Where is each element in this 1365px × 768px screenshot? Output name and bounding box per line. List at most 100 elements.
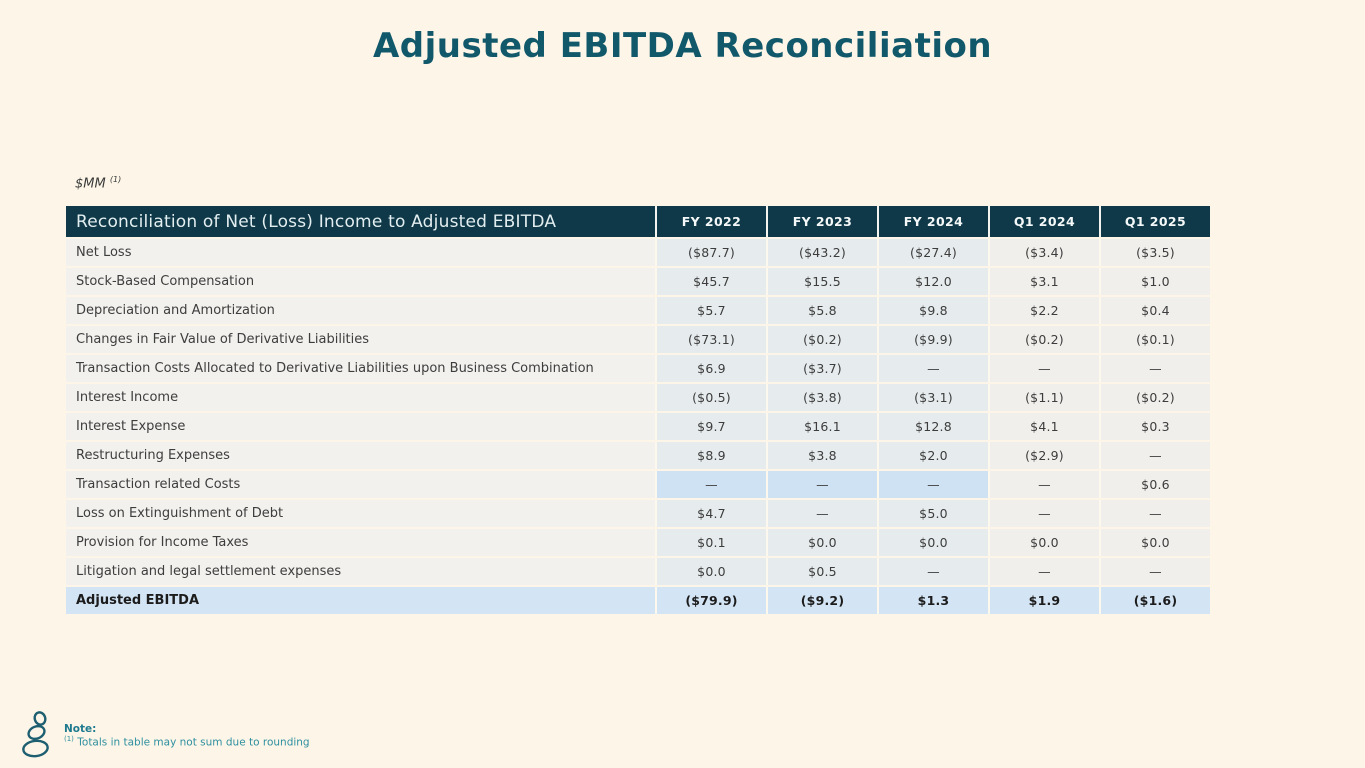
table-cell: ($43.2) <box>766 239 877 266</box>
table-cell: ($87.7) <box>655 239 766 266</box>
table-row: Transaction Costs Allocated to Derivativ… <box>66 355 1210 382</box>
table-cell: — <box>655 471 766 498</box>
table-cell: ($0.2) <box>766 326 877 353</box>
units-footnote-marker: (1) <box>109 175 122 184</box>
table-cell: — <box>877 558 988 585</box>
table-row: Litigation and legal settlement expenses… <box>66 558 1210 585</box>
table-cell: ($1.1) <box>988 384 1099 411</box>
table-cell: $0.0 <box>766 529 877 556</box>
table-cell: ($3.7) <box>766 355 877 382</box>
table-cell: ($2.9) <box>988 442 1099 469</box>
table-row: Provision for Income Taxes $0.1 $0.0 $0.0 $0… <box>66 529 1210 556</box>
table-cell: $5.0 <box>877 500 988 527</box>
table-cell: $2.2 <box>988 297 1099 324</box>
page-title: Adjusted EBITDA Reconciliation <box>372 26 993 66</box>
table-cell: ($79.9) <box>655 587 766 614</box>
row-label: Loss on Extinguishment of Debt <box>66 500 655 527</box>
note-block: Note: (1) Totals in table may not sum du… <box>64 711 310 749</box>
table-cell: — <box>766 500 877 527</box>
table-cell: — <box>877 471 988 498</box>
column-header-fy2023: FY 2023 <box>766 206 877 237</box>
table-cell: ($3.5) <box>1099 239 1210 266</box>
table-cell: — <box>988 558 1099 585</box>
table-cell: — <box>877 355 988 382</box>
table-row: Restructuring Expenses $8.9 $3.8 $2.0 ($2.9)… <box>66 442 1210 469</box>
table-row: Interest Expense $9.7 $16.1 $12.8 $4.1 $0.3 <box>66 413 1210 440</box>
table-cell: $12.0 <box>877 268 988 295</box>
column-header-q1-2025: Q1 2025 <box>1099 206 1210 237</box>
table-cell: $0.0 <box>877 529 988 556</box>
table-cell: $15.5 <box>766 268 877 295</box>
table-cell: ($0.2) <box>988 326 1099 353</box>
table-cell: $3.1 <box>988 268 1099 295</box>
note-footnote-marker: (1) <box>64 735 74 743</box>
table-row-total: Adjusted EBITDA ($79.9) ($9.2) $1.3 $1.9 ($1.… <box>66 587 1210 614</box>
table-row: Interest Income ($0.5) ($3.8) ($3.1) ($1.1)(… <box>66 384 1210 411</box>
table-cell: $0.0 <box>655 558 766 585</box>
column-header-fy2024: FY 2024 <box>877 206 988 237</box>
row-label: Transaction related Costs <box>66 471 655 498</box>
row-label: Interest Expense <box>66 413 655 440</box>
stacked-pebbles-logo <box>22 711 49 758</box>
table-cell: $1.3 <box>877 587 988 614</box>
table-cell: $3.8 <box>766 442 877 469</box>
table-cell: — <box>988 355 1099 382</box>
table-row: Loss on Extinguishment of Debt $4.7— $5.0—… <box>66 500 1210 527</box>
table-cell: — <box>1099 442 1210 469</box>
table-cell: — <box>766 471 877 498</box>
table-cell: $0.0 <box>1099 529 1210 556</box>
table-row: Stock-Based Compensation $45.7 $15.5 $12.0 $… <box>66 268 1210 295</box>
table-cell: ($9.2) <box>766 587 877 614</box>
table-cell: $5.7 <box>655 297 766 324</box>
table-cell: $2.0 <box>877 442 988 469</box>
table-body: Net Loss ($87.7) ($43.2) ($27.4) ($3.4) ($3.5… <box>66 239 1210 614</box>
table-row: Changes in Fair Value of Derivative Liab… <box>66 326 1210 353</box>
table-cell: ($27.4) <box>877 239 988 266</box>
table-cell: $12.8 <box>877 413 988 440</box>
table-cell: ($3.4) <box>988 239 1099 266</box>
note-text: (1) Totals in table may not sum due to r… <box>64 735 310 749</box>
note-body: Totals in table may not sum due to round… <box>77 736 310 749</box>
table-cell: $0.1 <box>655 529 766 556</box>
table-row: Transaction related Costs — — — — $0.6 <box>66 471 1210 498</box>
table-cell: — <box>988 500 1099 527</box>
table-header-row: Reconciliation of Net (Loss) Income to A… <box>66 206 1210 237</box>
row-label: Litigation and legal settlement expenses <box>66 558 655 585</box>
table-cell: $0.3 <box>1099 413 1210 440</box>
reconciliation-table: Reconciliation of Net (Loss) Income to A… <box>66 206 1210 616</box>
table-cell: — <box>1099 558 1210 585</box>
row-label: Changes in Fair Value of Derivative Liab… <box>66 326 655 353</box>
table-cell: $16.1 <box>766 413 877 440</box>
table-cell: — <box>1099 355 1210 382</box>
units-label: $MM (1) <box>75 175 121 191</box>
table-header-title: Reconciliation of Net (Loss) Income to A… <box>66 206 655 237</box>
table-cell: $6.9 <box>655 355 766 382</box>
row-label: Stock-Based Compensation <box>66 268 655 295</box>
row-label: Net Loss <box>66 239 655 266</box>
table-cell: ($1.6) <box>1099 587 1210 614</box>
table-cell: — <box>988 471 1099 498</box>
table-cell: ($0.5) <box>655 384 766 411</box>
table-cell: ($3.8) <box>766 384 877 411</box>
table-cell: ($73.1) <box>655 326 766 353</box>
row-label: Adjusted EBITDA <box>66 587 655 614</box>
row-label: Interest Income <box>66 384 655 411</box>
table-cell: $1.9 <box>988 587 1099 614</box>
table-cell: $0.5 <box>766 558 877 585</box>
table-cell: $5.8 <box>766 297 877 324</box>
table-cell: $9.7 <box>655 413 766 440</box>
table-cell: ($0.2) <box>1099 384 1210 411</box>
table-cell: $0.4 <box>1099 297 1210 324</box>
table-cell: ($0.1) <box>1099 326 1210 353</box>
column-header-q1-2024: Q1 2024 <box>988 206 1099 237</box>
table-cell: $45.7 <box>655 268 766 295</box>
table-row: Net Loss ($87.7) ($43.2) ($27.4) ($3.4) ($3.5… <box>66 239 1210 266</box>
table-cell: ($3.1) <box>877 384 988 411</box>
footer: Note: (1) Totals in table may not sum du… <box>20 711 310 759</box>
table-cell: $4.7 <box>655 500 766 527</box>
table-cell: $9.8 <box>877 297 988 324</box>
units-text: $MM <box>75 176 106 192</box>
table-cell: $8.9 <box>655 442 766 469</box>
row-label: Provision for Income Taxes <box>66 529 655 556</box>
